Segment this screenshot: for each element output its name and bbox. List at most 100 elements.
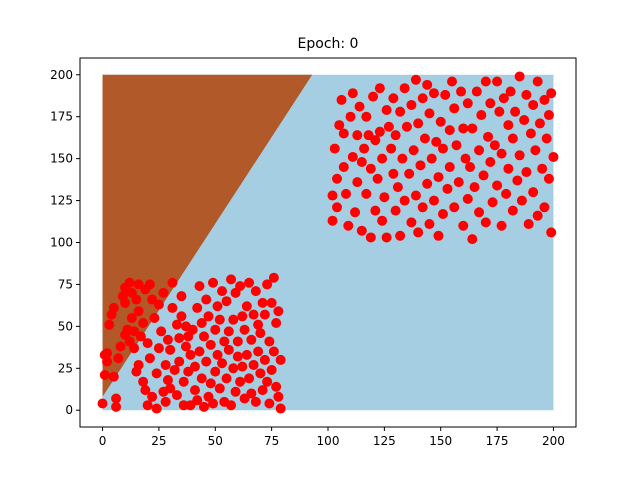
data-point: [444, 125, 455, 136]
data-point: [244, 277, 255, 288]
data-point: [485, 98, 496, 109]
data-point: [424, 108, 435, 119]
x-tick-label: 25: [151, 434, 166, 448]
data-point: [410, 74, 421, 85]
data-point: [223, 326, 234, 337]
data-point: [528, 187, 539, 198]
chart-title: Epoch: 0: [298, 36, 359, 52]
data-point: [534, 118, 545, 129]
data-point: [189, 385, 200, 396]
data-point: [153, 299, 164, 310]
data-point: [532, 76, 543, 87]
y-tick-label: 175: [50, 110, 73, 124]
data-point: [381, 104, 392, 115]
data-point: [232, 351, 243, 362]
data-point: [480, 217, 491, 228]
data-point: [395, 106, 406, 117]
data-point: [192, 395, 203, 406]
data-point: [483, 131, 494, 142]
data-point: [160, 359, 171, 370]
data-point: [178, 376, 189, 387]
data-point: [167, 302, 178, 313]
data-point: [401, 121, 412, 132]
data-point: [361, 111, 372, 122]
data-point: [377, 153, 388, 164]
data-point: [480, 76, 491, 87]
data-point: [388, 93, 399, 104]
data-point: [147, 391, 158, 402]
data-point: [356, 156, 367, 167]
data-point: [138, 376, 149, 387]
data-point: [437, 208, 448, 219]
x-axis: 0 25 50 75 100 125 150 175 200: [99, 427, 565, 448]
x-tick-label: 150: [429, 434, 452, 448]
data-point: [388, 168, 399, 179]
data-point: [492, 180, 503, 191]
data-point: [169, 364, 180, 375]
data-point: [99, 370, 110, 381]
data-point: [516, 195, 527, 206]
data-point: [219, 336, 230, 347]
data-point: [521, 89, 532, 100]
data-point: [273, 306, 284, 317]
data-point: [257, 385, 268, 396]
data-point: [264, 336, 275, 347]
data-point: [212, 301, 223, 312]
data-point: [115, 341, 126, 352]
data-point: [370, 135, 381, 146]
data-point: [271, 381, 282, 392]
data-point: [543, 173, 554, 184]
data-point: [449, 202, 460, 213]
data-point: [194, 346, 205, 357]
data-point: [329, 143, 340, 154]
data-point: [532, 210, 543, 221]
data-point: [129, 343, 140, 354]
data-point: [374, 126, 385, 137]
data-point: [415, 160, 426, 171]
data-point: [354, 101, 365, 112]
data-point: [151, 368, 162, 379]
data-point: [548, 151, 559, 162]
data-point: [223, 344, 234, 355]
data-point: [332, 173, 343, 184]
data-point: [126, 312, 137, 323]
data-point: [144, 353, 155, 364]
data-point: [381, 232, 392, 243]
data-point: [266, 364, 277, 375]
data-point: [419, 133, 430, 144]
data-point: [205, 339, 216, 350]
data-point: [135, 331, 146, 342]
data-point: [512, 175, 523, 186]
data-point: [241, 301, 252, 312]
data-point: [246, 334, 257, 345]
data-point: [347, 88, 358, 99]
data-point: [433, 172, 444, 183]
data-point: [408, 145, 419, 156]
data-point: [228, 363, 239, 374]
data-point: [496, 148, 507, 159]
data-point: [259, 354, 270, 365]
data-point: [208, 277, 219, 288]
y-tick-label: 125: [50, 194, 73, 208]
data-point: [374, 83, 385, 94]
data-point: [383, 121, 394, 132]
data-point: [246, 388, 257, 399]
data-point: [372, 173, 383, 184]
data-point: [530, 145, 541, 156]
data-point: [442, 183, 453, 194]
data-point: [133, 359, 144, 370]
data-point: [174, 333, 185, 344]
data-point: [124, 277, 135, 288]
data-point: [217, 358, 228, 369]
data-point: [528, 99, 539, 110]
data-point: [437, 143, 448, 154]
data-point: [102, 348, 113, 359]
x-tick-label: 175: [486, 434, 509, 448]
data-point: [350, 207, 361, 218]
data-point: [546, 227, 557, 238]
y-tick-label: 50: [58, 319, 73, 333]
data-point: [365, 163, 376, 174]
data-point: [456, 86, 467, 97]
data-point: [410, 190, 421, 201]
data-point: [352, 130, 363, 141]
